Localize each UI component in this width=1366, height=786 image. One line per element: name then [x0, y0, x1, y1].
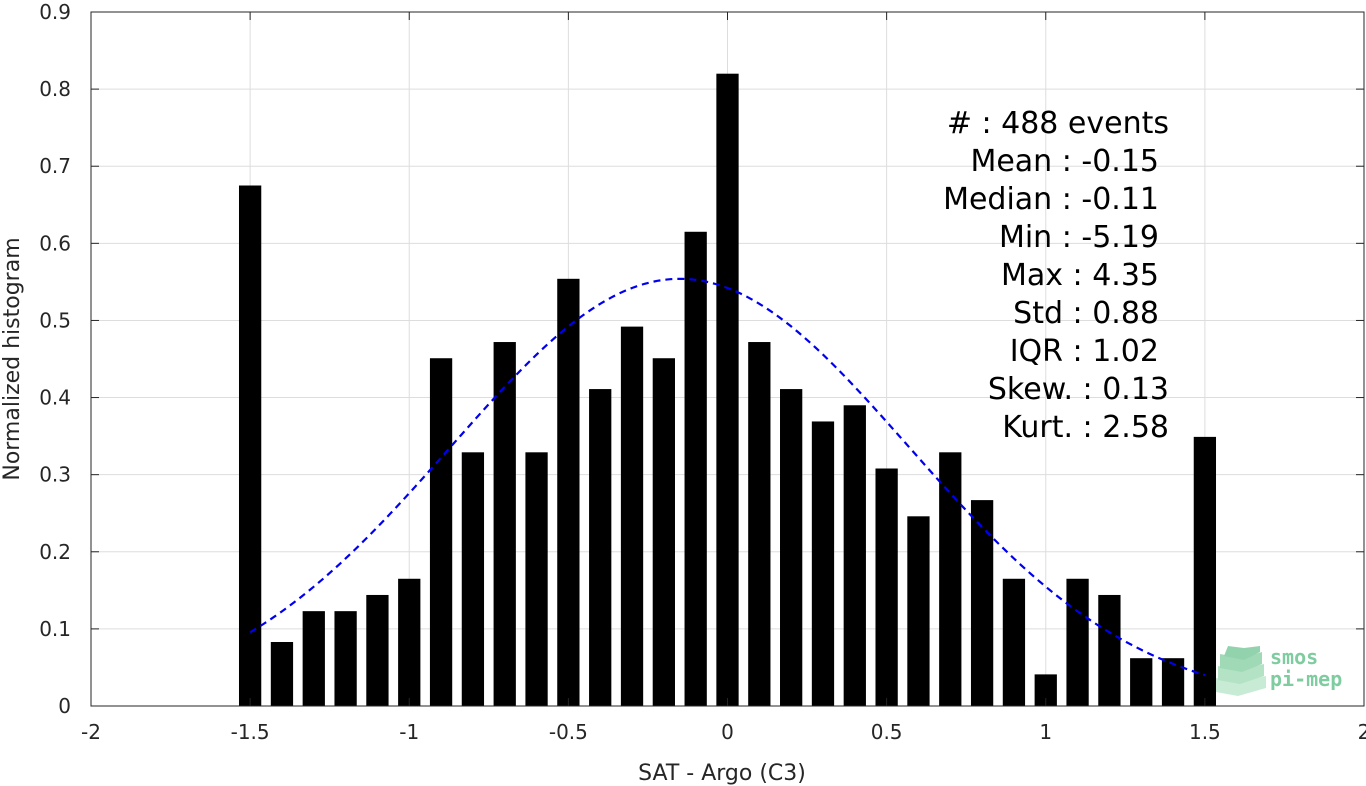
smos-pimep-logo: smos pi-mep — [1216, 645, 1342, 696]
histogram-bar — [939, 452, 962, 706]
logo-text-smos: smos — [1270, 645, 1318, 669]
histogram-bar — [493, 342, 516, 706]
stats-median: Median : -0.11 — [943, 182, 1159, 217]
y-tick-label: 0.3 — [39, 463, 71, 487]
y-tick-label: 0.1 — [39, 617, 71, 641]
histogram-bar — [1161, 658, 1185, 706]
stats-events: # : 488 events — [947, 106, 1169, 141]
histogram-bar — [1034, 674, 1057, 706]
logo-layers-icon — [1216, 646, 1266, 696]
y-tick-label: 0.7 — [39, 154, 71, 178]
histogram-bar — [1193, 436, 1217, 706]
histogram-bar — [1002, 578, 1026, 706]
histogram-bar — [970, 500, 994, 706]
histogram-bar — [748, 342, 771, 706]
histogram-bar — [1098, 594, 1121, 706]
stats-kurt: Kurt. : 2.58 — [1002, 410, 1169, 445]
x-axis-label: SAT - Argo (C3) — [638, 761, 806, 786]
y-tick-label: 0.4 — [39, 386, 71, 410]
normal-fit-curve — [249, 277, 1206, 677]
stats-mean: Mean : -0.15 — [970, 144, 1159, 179]
histogram-bar — [843, 405, 866, 706]
histogram-bars — [238, 73, 1217, 706]
x-tick-label: -1.5 — [231, 720, 270, 744]
histogram-bar — [270, 641, 294, 706]
y-tick-label: 0.2 — [39, 540, 71, 564]
histogram-bar — [525, 452, 548, 706]
histogram-bar — [589, 389, 612, 706]
stats-skew: Skew. : 0.13 — [988, 372, 1169, 407]
histogram-bar — [429, 358, 453, 706]
histogram-bar — [907, 516, 930, 706]
y-tick-label: 0.5 — [39, 308, 71, 332]
x-tick-label: 1.5 — [1189, 720, 1221, 744]
x-tick-label: 1 — [1039, 720, 1052, 744]
x-axis-ticks: -2 -1.5 -1 -0.5 0 0.5 1 1.5 2 — [81, 12, 1366, 744]
histogram-bar — [366, 594, 389, 706]
histogram-bar — [302, 611, 325, 706]
histogram-bar — [557, 278, 580, 706]
stats-std: Std : 0.88 — [1013, 296, 1159, 331]
histogram-bar — [1130, 658, 1153, 706]
x-tick-label: 2 — [1358, 720, 1366, 744]
histogram-bar — [1066, 578, 1089, 706]
histogram-bar — [461, 452, 485, 706]
histogram-bar — [684, 231, 707, 706]
histogram-bar — [811, 421, 835, 706]
x-tick-label: -0.5 — [549, 720, 588, 744]
stats-min: Min : -5.19 — [999, 220, 1159, 255]
y-axis-ticks: 0 0.1 0.2 0.3 0.4 0.5 0.6 0.7 0.8 0.9 — [39, 0, 1364, 718]
histogram-bar — [334, 611, 357, 706]
logo-text-pimep: pi-mep — [1270, 667, 1342, 691]
histogram-bar — [716, 73, 739, 706]
histogram-bar — [875, 468, 898, 706]
histogram-bar — [780, 389, 803, 706]
histogram-bar — [652, 358, 675, 706]
x-tick-label: -2 — [81, 720, 101, 744]
x-tick-label: 0.5 — [871, 720, 903, 744]
y-tick-label: 0.9 — [39, 0, 71, 24]
y-tick-label: 0 — [58, 694, 71, 718]
y-axis-label: Normalized histogram — [0, 237, 25, 480]
statistics-annotation: # : 488 events Mean : -0.15 Median : -0.… — [943, 106, 1169, 445]
histogram-bar — [238, 185, 262, 706]
y-tick-label: 0.6 — [39, 231, 71, 255]
x-tick-label: -1 — [399, 720, 419, 744]
y-tick-label: 0.8 — [39, 77, 71, 101]
x-tick-label: 0 — [721, 720, 734, 744]
stats-iqr: IQR : 1.02 — [1010, 334, 1159, 369]
stats-max: Max : 4.35 — [1001, 258, 1159, 293]
histogram-bar — [620, 326, 644, 706]
histogram-bar — [398, 578, 421, 706]
